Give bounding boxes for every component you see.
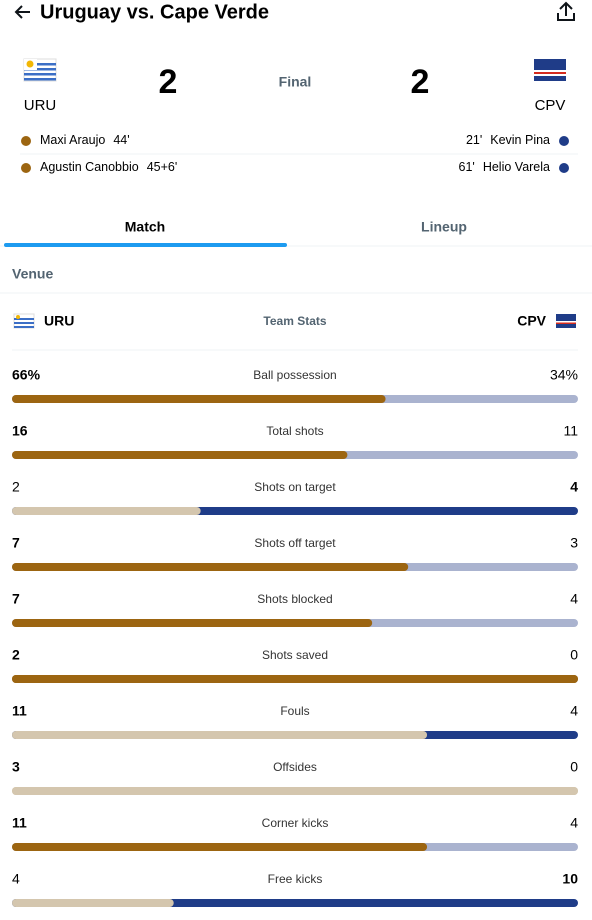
venue: Venue	[12, 266, 53, 282]
away-score: 2	[411, 63, 430, 101]
stat-bar-home	[12, 563, 409, 571]
stat-label: Fouls	[280, 704, 309, 718]
stat-label: Total shots	[266, 424, 323, 438]
stat-home: 3	[12, 759, 20, 775]
title: Uruguay vs. Cape Verde	[40, 1, 269, 23]
stat-away: 4	[570, 479, 578, 495]
stat-home: 11	[12, 703, 27, 719]
goal-dot	[21, 136, 31, 146]
stat-home: 11	[12, 815, 27, 831]
back-button[interactable]	[14, 5, 30, 19]
stat-away: 3	[570, 535, 578, 551]
share-button[interactable]	[557, 1, 575, 21]
stat-away: 10	[562, 871, 578, 887]
scorer: 61' Helio Varela	[459, 160, 551, 174]
tab[interactable]: Match	[125, 219, 165, 235]
stat-bar-home	[12, 619, 373, 627]
stat-home: 7	[12, 591, 20, 607]
stat-away: 0	[570, 647, 578, 663]
stat-bar-home	[12, 899, 174, 907]
scorer: 21' Kevin Pina	[466, 133, 550, 147]
stat-label: Shots off target	[254, 536, 336, 550]
goal-dot	[21, 163, 31, 173]
stat-home: 4	[12, 871, 20, 887]
stat-home: 16	[12, 423, 28, 439]
stat-rows: 66% 34% Ball possession 16 11 Total shots 2 4 Sh…	[12, 367, 578, 907]
stat-label: Free kicks	[268, 872, 323, 886]
stat-bar-home	[12, 507, 201, 515]
stat-bar-home	[12, 731, 428, 739]
stat-away: 4	[570, 815, 578, 831]
stat-bar-home	[12, 451, 348, 459]
stat-bar-home	[12, 843, 428, 851]
stat-home: 7	[12, 535, 20, 551]
cpv-flag-small	[556, 314, 576, 328]
scorer: Maxi Araujo 44'	[40, 133, 130, 147]
stat-home: 66%	[12, 367, 41, 383]
stat-home: 2	[12, 479, 20, 495]
home-abbr: URU	[24, 97, 57, 114]
uru-flag-small	[13, 313, 35, 329]
goal-dot	[559, 163, 569, 173]
stat-label: Ball possession	[253, 368, 336, 382]
stats-home: URU	[44, 313, 74, 329]
stat-label: Shots on target	[254, 480, 336, 494]
stat-away: 11	[563, 423, 578, 439]
away-abbr: CPV	[535, 97, 566, 114]
stat-label: Offsides	[273, 760, 317, 774]
stat-bar-home	[12, 787, 578, 795]
stat-bar-home	[12, 675, 578, 683]
stats-away: CPV	[517, 313, 546, 329]
stat-bar-home	[12, 395, 386, 403]
stat-away: 4	[570, 591, 578, 607]
tab-indicator	[4, 243, 287, 247]
uru-flag	[23, 58, 57, 82]
status: Final	[279, 74, 312, 90]
stat-away: 0	[570, 759, 578, 775]
stat-away: 34%	[550, 367, 578, 383]
stat-label: Shots saved	[262, 648, 328, 662]
stats-title: Team Stats	[263, 314, 326, 328]
stat-label: Corner kicks	[262, 816, 329, 830]
home-score: 2	[159, 63, 178, 101]
stat-home: 2	[12, 647, 20, 663]
goal-dot	[559, 136, 569, 146]
stat-away: 4	[570, 703, 578, 719]
scorer: Agustin Canobbio 45+6'	[40, 160, 177, 174]
stat-label: Shots blocked	[257, 592, 332, 606]
cpv-flag	[534, 59, 566, 81]
tab[interactable]: Lineup	[421, 219, 467, 235]
